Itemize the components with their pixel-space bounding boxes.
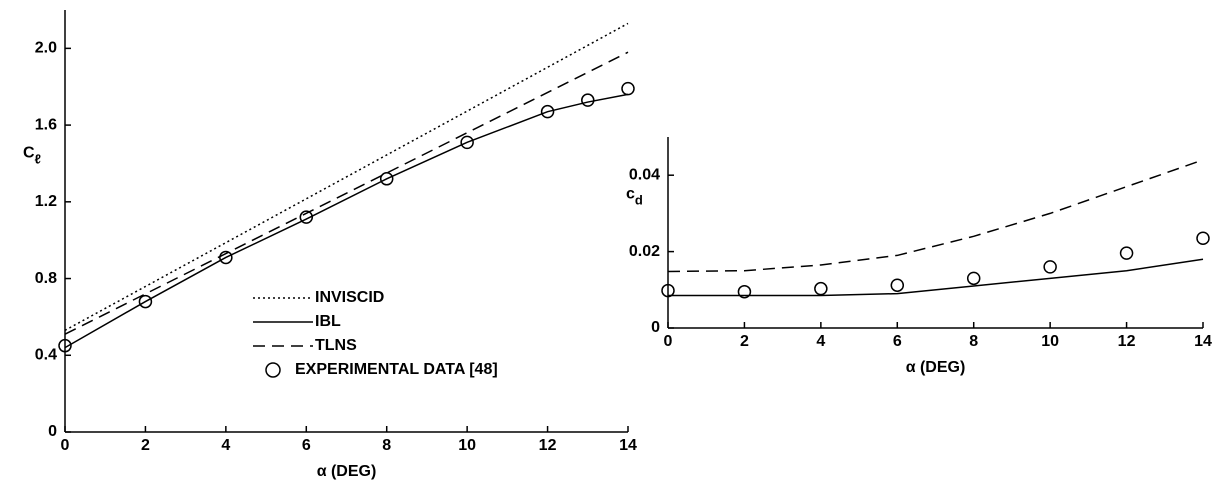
series-line <box>64 51 629 335</box>
legend-label: EXPERIMENTAL DATA [48] <box>295 361 498 378</box>
data-point <box>138 294 153 309</box>
x-axis-label: α (DEG) <box>317 463 377 480</box>
x-tick-label: 14 <box>1194 333 1212 350</box>
x-tick-label: 6 <box>893 333 902 350</box>
data-point <box>966 271 981 286</box>
series-line <box>667 159 1204 273</box>
x-tick-label: 8 <box>382 437 391 454</box>
y-tick-label: 2.0 <box>35 40 57 57</box>
y-tick-label: 1.6 <box>35 116 57 133</box>
data-point <box>621 81 635 96</box>
y-tick-label: 1.2 <box>35 193 57 210</box>
series-line <box>64 93 629 349</box>
legend-label: TLNS <box>315 337 357 354</box>
data-point <box>890 278 905 292</box>
x-tick-label: 4 <box>221 437 230 454</box>
legend-label: INVISCID <box>315 289 384 306</box>
y-axis-label: Cℓ <box>23 145 41 167</box>
data-point <box>737 284 752 299</box>
data-point <box>219 250 233 265</box>
y-axis-label-sub: ℓ <box>35 152 41 167</box>
y-tick-label: 0.8 <box>35 270 57 287</box>
data-point <box>299 210 314 224</box>
x-tick-label: 10 <box>458 437 476 454</box>
x-tick-label: 12 <box>539 437 557 454</box>
y-axis-label-sub: d <box>635 193 643 208</box>
data-point <box>379 172 394 186</box>
data-point <box>581 93 595 107</box>
x-tick-label: 2 <box>740 333 749 350</box>
data-point <box>661 283 675 298</box>
y-axis-label-main: c <box>626 186 635 203</box>
series-line <box>668 258 1204 297</box>
data-point <box>1043 260 1057 274</box>
data-point <box>1119 246 1134 260</box>
y-axis-label-main: C <box>23 145 35 162</box>
y-tick-label: 0 <box>48 423 57 440</box>
series-line <box>64 22 629 331</box>
x-axis-label: α (DEG) <box>906 359 966 376</box>
y-tick-label: 0.4 <box>35 346 57 363</box>
y-tick-label: 0.04 <box>629 166 660 183</box>
x-tick-label: 10 <box>1041 333 1059 350</box>
legend-label: IBL <box>315 313 341 330</box>
data-point <box>814 281 828 296</box>
x-tick-label: 2 <box>141 437 150 454</box>
x-tick-label: 8 <box>969 333 978 350</box>
x-tick-label: 14 <box>619 437 637 454</box>
y-tick-label: 0 <box>651 319 660 336</box>
data-point <box>540 104 555 119</box>
x-tick-label: 4 <box>816 333 825 350</box>
x-tick-label: 0 <box>664 333 673 350</box>
y-tick-label: 0.02 <box>629 243 660 260</box>
x-tick-label: 0 <box>61 437 70 454</box>
data-point <box>460 135 474 150</box>
data-point <box>58 338 72 353</box>
legend-marker <box>265 362 281 378</box>
x-tick-label: 6 <box>302 437 311 454</box>
x-tick-label: 12 <box>1118 333 1136 350</box>
data-point <box>1196 231 1210 245</box>
y-axis-label: cd <box>626 186 643 208</box>
